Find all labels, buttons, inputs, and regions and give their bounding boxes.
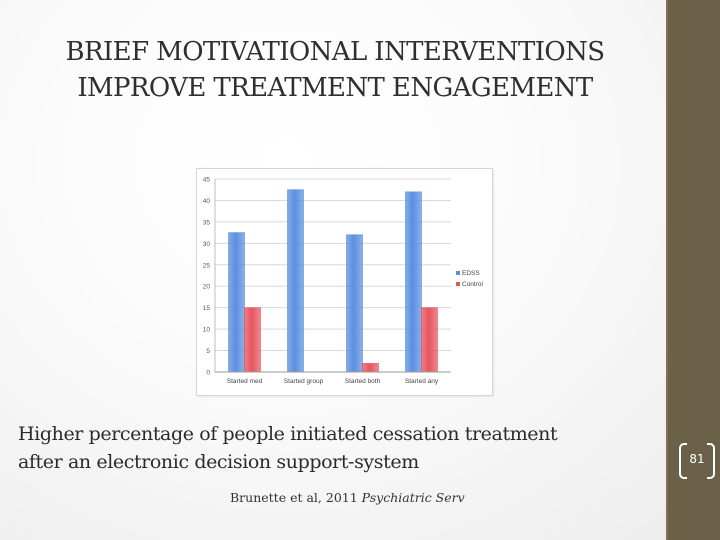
slide-title: BRIEF MOTIVATIONAL INTERVENTIONS IMPROVE… — [40, 34, 630, 106]
y-tick-label: 20 — [203, 284, 211, 291]
bar-edss-2 — [346, 234, 363, 373]
body-line-2: after an electronic decision support-sys… — [18, 451, 419, 473]
legend-swatch-control — [456, 282, 460, 286]
y-tick-label: 10 — [203, 327, 211, 334]
right-band-edge — [666, 0, 668, 540]
y-tick-label: 5 — [206, 348, 210, 355]
legend-swatch-edss — [456, 271, 460, 275]
bar-edss-1 — [287, 189, 304, 373]
bar-control-0 — [244, 307, 261, 373]
page-number-right-bracket — [707, 443, 715, 479]
y-tick-label: 0 — [206, 370, 210, 377]
bar-edss-3 — [405, 191, 422, 373]
body-line-1: Higher percentage of people initiated ce… — [18, 423, 558, 445]
y-tick-label: 40 — [203, 198, 211, 205]
citation-authors: Brunette et al, 2011 — [230, 490, 362, 505]
citation-journal: Psychiatric Serv — [361, 490, 465, 505]
x-tick-label: Started group — [284, 378, 324, 385]
y-tick-label: 25 — [203, 262, 211, 269]
bar-control-3 — [421, 307, 438, 373]
page-number: 81 — [689, 452, 705, 466]
x-tick-label: Started both — [345, 378, 381, 385]
page-number-left-bracket — [679, 443, 687, 479]
page-number-badge: 81 — [679, 443, 715, 479]
y-tick-label: 30 — [203, 241, 211, 248]
x-tick-label: Started any — [405, 378, 439, 385]
citation: Brunette et al, 2011 Psychiatric Serv — [230, 490, 465, 505]
slide-title-line-2: IMPROVE TREATMENT ENGAGEMENT — [77, 73, 593, 103]
right-accent-band — [666, 0, 720, 540]
bar-chart: 0 5 10 15 20 25 30 35 40 45 Started med Started gro… — [196, 168, 493, 396]
slide-title-line-1: BRIEF MOTIVATIONAL INTERVENTIONS — [65, 37, 606, 67]
legend-label-edss: EDSS — [462, 270, 480, 277]
bar-control-2 — [362, 363, 379, 373]
y-tick-label: 45 — [203, 177, 211, 184]
x-tick-label: Started med — [227, 378, 263, 385]
y-tick-label: 15 — [203, 305, 211, 312]
bar-edss-0 — [228, 232, 245, 373]
body-text: Higher percentage of people initiated ce… — [18, 420, 648, 476]
y-tick-label: 35 — [203, 219, 211, 226]
legend-label-control: Control — [462, 281, 484, 288]
bar-chart-svg: 0 5 10 15 20 25 30 35 40 45 Started med Started gro… — [203, 177, 484, 386]
